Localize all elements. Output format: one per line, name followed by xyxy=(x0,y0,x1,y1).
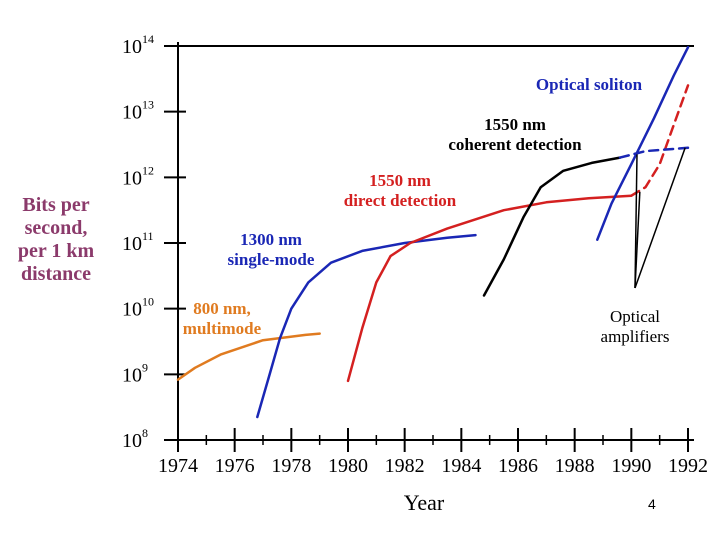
series-line-2 xyxy=(346,194,633,383)
series-layer xyxy=(176,46,690,419)
optical-amplifiers-label: amplifiers xyxy=(601,327,670,346)
series-label-2: direct detection xyxy=(344,191,457,210)
series-line-0 xyxy=(176,332,321,381)
x-tick-label: 1992 xyxy=(668,455,708,477)
y-tick-label: 1010 xyxy=(122,295,154,321)
optical-amplifiers-label: Optical xyxy=(610,307,660,326)
amplifier-pointer xyxy=(634,154,638,289)
y-tick-label: 1014 xyxy=(122,32,154,58)
x-tick-label: 1974 xyxy=(158,455,198,477)
x-axis-label: Year xyxy=(404,490,445,515)
y-tick-label: 108 xyxy=(122,426,148,452)
y-tick-label: 109 xyxy=(122,360,148,386)
y-tick-label: 1012 xyxy=(122,163,154,189)
series-label-0: multimode xyxy=(183,319,262,338)
x-tick-label: 1984 xyxy=(441,455,481,477)
series-label-4: 1550 nm xyxy=(484,115,546,134)
series-label-6: Optical soliton xyxy=(536,75,643,94)
series-line-6 xyxy=(596,46,690,241)
x-tick-label: 1980 xyxy=(328,455,368,477)
x-tick-label: 1990 xyxy=(611,455,651,477)
series-label-1: 1300 nm xyxy=(240,230,302,249)
x-tick-label: 1976 xyxy=(215,455,255,477)
y-tick-label: 1011 xyxy=(122,229,154,255)
y-axis-label-line: per 1 km xyxy=(17,240,95,262)
x-tick-label: 1986 xyxy=(498,455,538,477)
series-label-0: 800 nm, xyxy=(193,299,251,318)
x-tick-label: 1988 xyxy=(555,455,595,477)
y-axis-label: Bits per second, per 1 km distance xyxy=(4,194,108,286)
series-line-3 xyxy=(630,84,690,197)
y-axis-label-line: second, xyxy=(24,217,88,239)
axes: 1974 1976 1978 1980 1982 1984 1986 1988 1990 1992… xyxy=(122,32,708,515)
series-line-5 xyxy=(618,146,690,159)
series-label-4: coherent detection xyxy=(448,135,582,154)
amplifier-pointer xyxy=(634,147,686,289)
series-line-4 xyxy=(482,156,622,297)
x-tick-label: 1978 xyxy=(271,455,311,477)
y-axis-label-line: distance xyxy=(21,263,91,285)
series-label-1: single-mode xyxy=(228,250,315,269)
y-tick-label: 1013 xyxy=(122,98,154,124)
series-line-1 xyxy=(256,233,477,419)
page-number: 4 xyxy=(648,496,656,512)
y-axis-label-line: Bits per xyxy=(22,194,90,216)
x-tick-label: 1982 xyxy=(385,455,425,477)
series-label-2: 1550 nm xyxy=(369,171,431,190)
